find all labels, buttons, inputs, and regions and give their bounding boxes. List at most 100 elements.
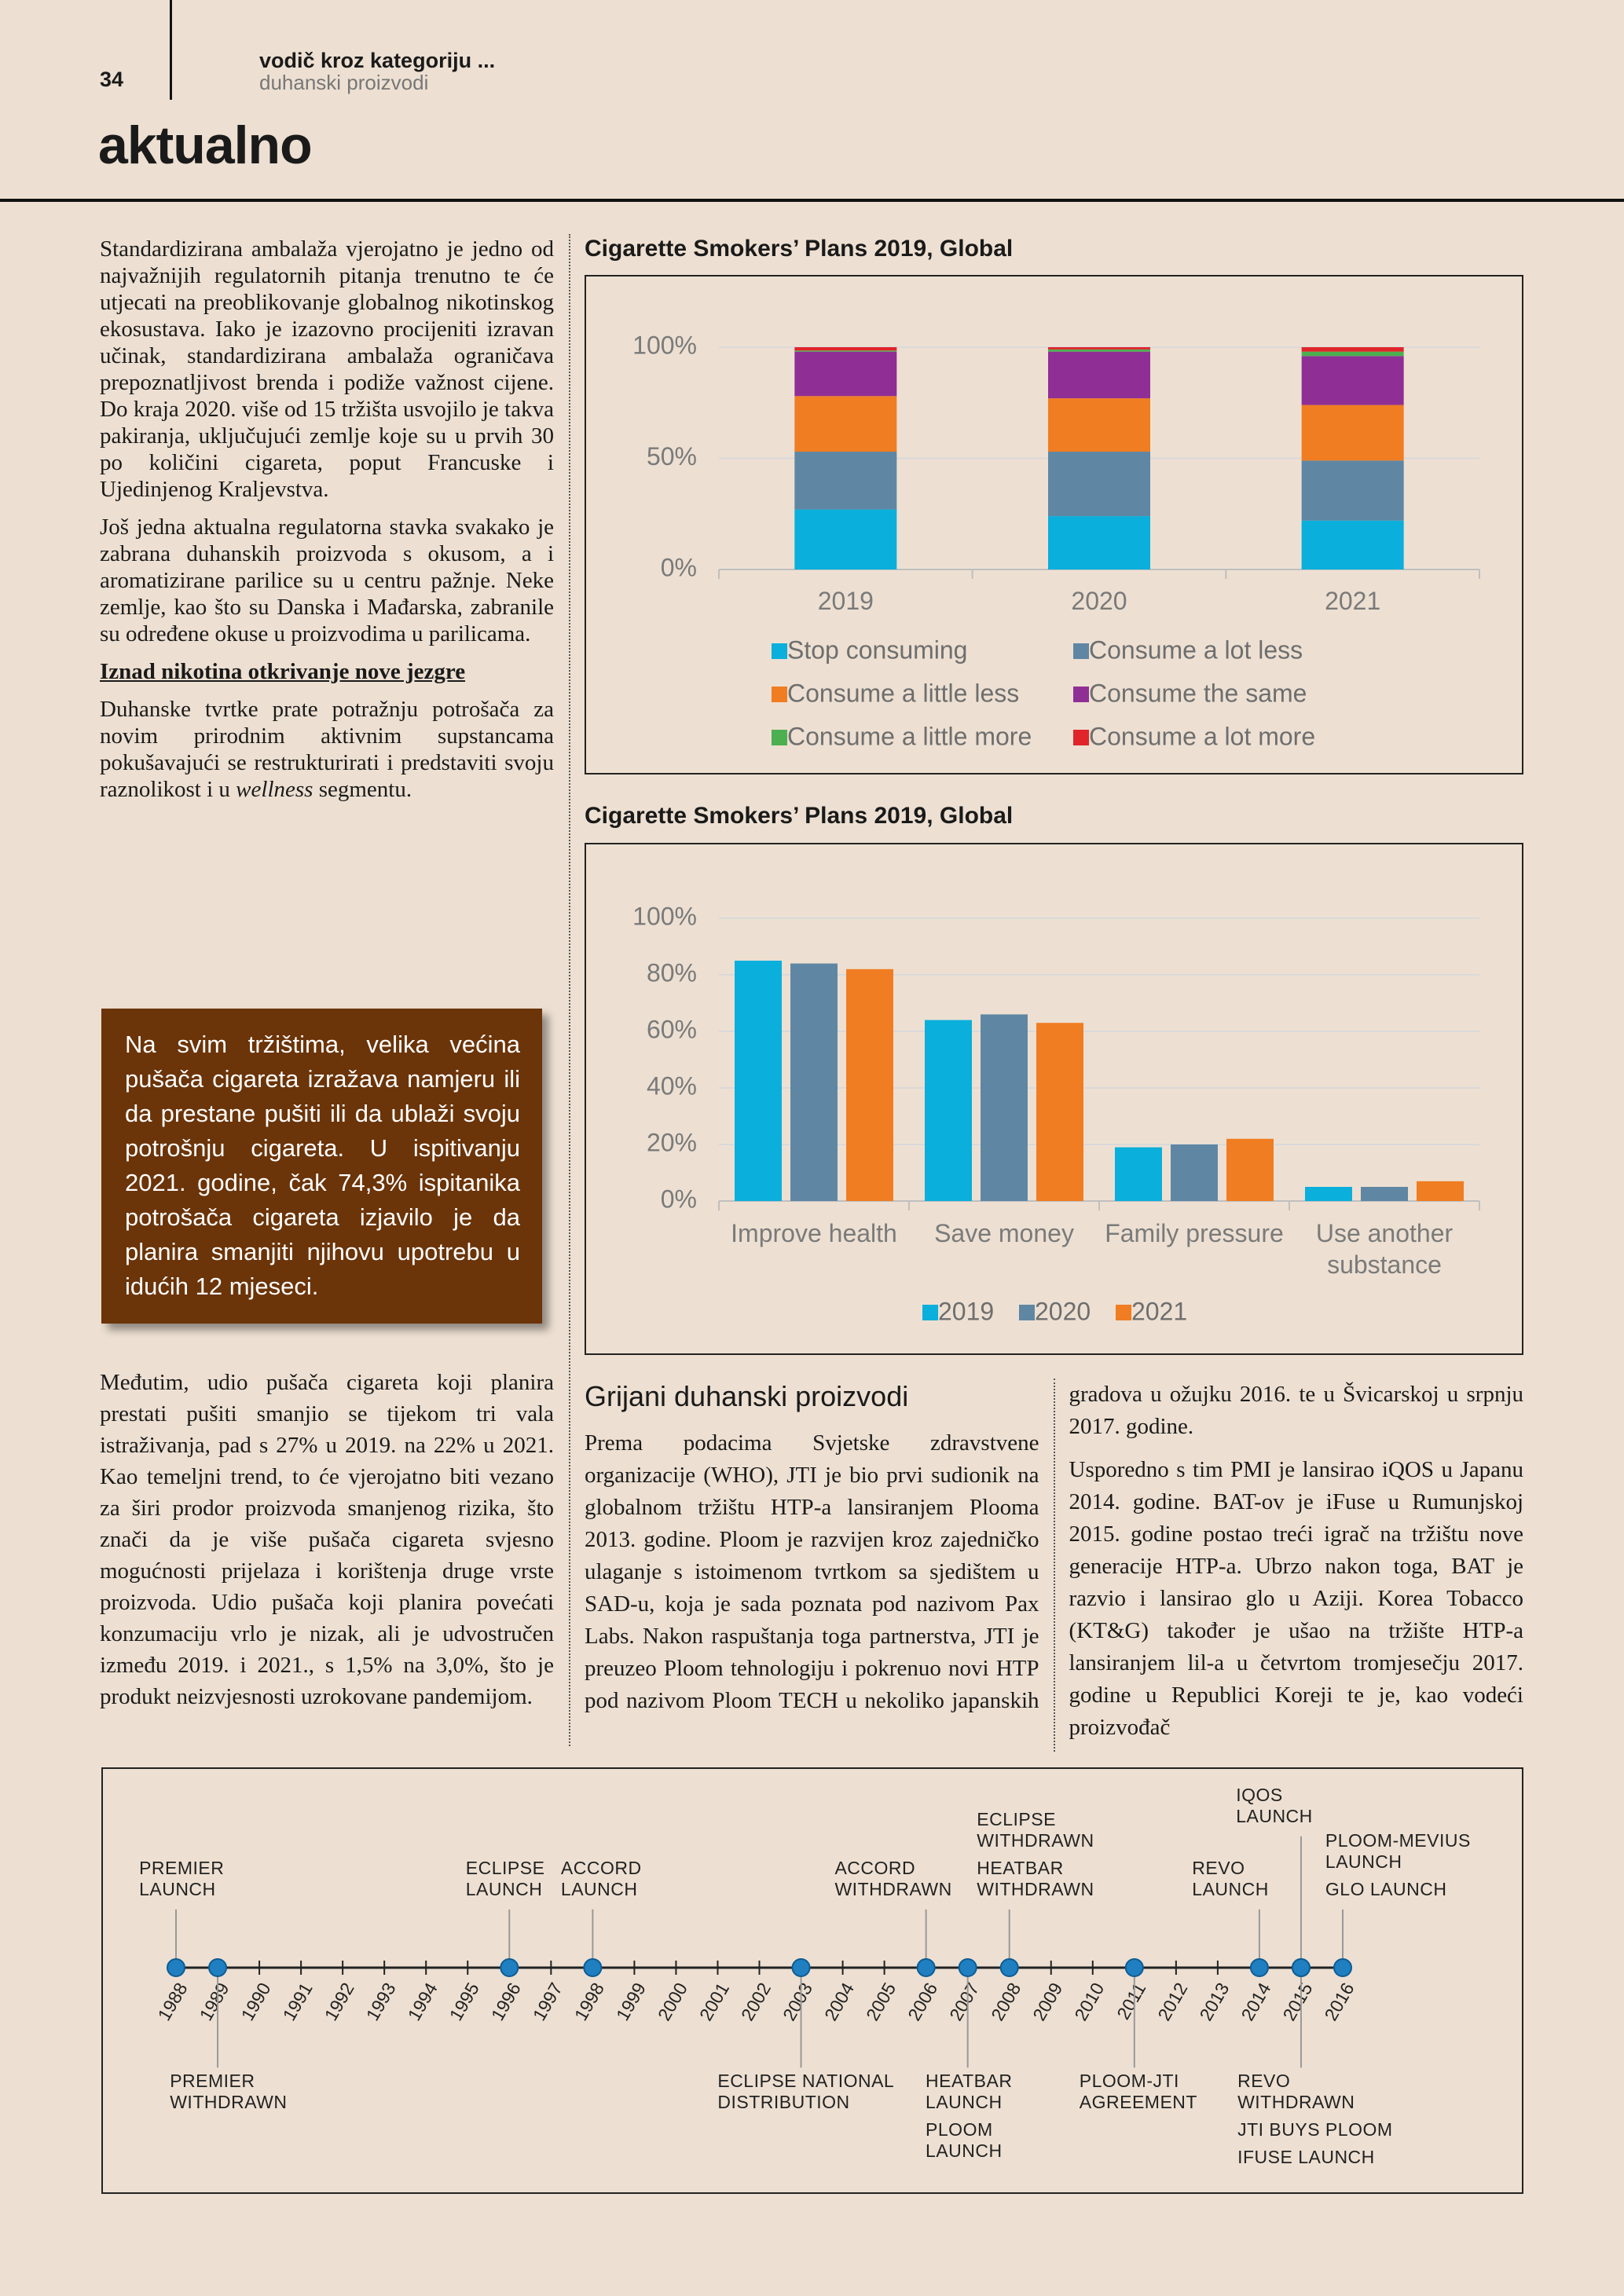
- text: segmentu.: [318, 777, 412, 802]
- y-tick-label: 40%: [647, 1071, 697, 1100]
- paragraph: Međutim, udio pušača cigareta koji plani…: [100, 1370, 554, 1709]
- bar: [1226, 1138, 1274, 1201]
- event-label: ACCORD LAUNCH: [560, 1857, 642, 1899]
- bar-segment: [794, 452, 897, 510]
- year-label: 1993: [362, 1979, 400, 2024]
- header-rule: [0, 199, 1624, 202]
- bar-segment: [1048, 349, 1150, 352]
- chart-title: Cigarette Smokers’ Plans 2019, Global: [585, 236, 1014, 262]
- x-tick-label: 2020: [1071, 587, 1127, 615]
- x-tick-label-box: 2019: [817, 587, 874, 615]
- event-label: ECLIPSE WITHDRAWN: [977, 1808, 1094, 1851]
- event-label: PLOOM-MEVIUS LAUNCH: [1325, 1829, 1471, 1872]
- x-tick-label: 2019: [817, 587, 874, 615]
- bar-segment: [1301, 460, 1404, 521]
- year-label: 2013: [1195, 1979, 1233, 2024]
- year-label: 2015: [1278, 1979, 1316, 2024]
- text: Duhanske tvrtke prate potražnju potrošač…: [100, 697, 554, 802]
- legend-swatch: [772, 687, 787, 702]
- subsection-title: duhanski proizvodi: [259, 71, 429, 94]
- event-group: PREMIER LAUNCH: [139, 1851, 224, 1906]
- legend-label: Consume a lot more: [1089, 722, 1315, 750]
- x-tick-label-box: Family pressure: [1105, 1219, 1284, 1247]
- legend-label: Consume a little less: [787, 679, 1019, 707]
- legend-label: Consume a lot less: [1089, 635, 1303, 664]
- year-label: 1989: [196, 1979, 233, 2024]
- year-label: 2009: [1028, 1979, 1066, 2024]
- event-group: PLOOM-JTI AGREEMENT: [1080, 2064, 1197, 2119]
- x-tick-label: Improve health: [731, 1219, 897, 1247]
- x-tick-label-box: Improve health: [731, 1219, 897, 1247]
- bar: [981, 1014, 1028, 1201]
- x-tick-label-box: Use another substance: [1316, 1219, 1453, 1279]
- event-group: IQOS LAUNCH: [1236, 1778, 1313, 1833]
- y-tick-label: 80%: [647, 958, 697, 987]
- year-label: 2003: [779, 1979, 816, 2024]
- event-group: PREMIER WITHDRAWN: [170, 2064, 287, 2119]
- event-group: PLOOM-MEVIUS LAUNCH GLO LAUNCH: [1325, 1824, 1471, 1906]
- event-dot: [1249, 1958, 1269, 1977]
- bar-segment: [794, 347, 897, 351]
- event-dot: [999, 1958, 1019, 1977]
- year-label: 1997: [529, 1979, 566, 2024]
- legend-swatch: [772, 730, 787, 745]
- event-group: ECLIPSE LAUNCH: [466, 1851, 545, 1906]
- x-tick-label-box: Save money: [934, 1219, 1074, 1247]
- bar: [925, 1020, 972, 1201]
- legend-label: 2020: [1035, 1297, 1091, 1325]
- bar-segment: [794, 351, 897, 397]
- y-tick-label: 60%: [647, 1015, 697, 1043]
- year-label: 2004: [820, 1979, 858, 2023]
- event-dot: [1333, 1958, 1352, 1977]
- year-label: 1998: [570, 1979, 608, 2024]
- legend-swatch: [1073, 730, 1089, 745]
- page-title: aktualno: [98, 115, 313, 175]
- chart-frame: [585, 843, 1523, 1355]
- legend-label: 2021: [1131, 1297, 1187, 1325]
- bar-segment: [1301, 356, 1404, 405]
- event-label: JTI BUYS PLOOM: [1237, 2119, 1393, 2140]
- year-label: 1995: [445, 1979, 483, 2024]
- event-dot: [500, 1958, 519, 1977]
- year-label: 2006: [904, 1979, 941, 2024]
- year-label: 2011: [1113, 1979, 1149, 2023]
- paragraph: Usporedno s tim PMI je lansirao iQOS u J…: [1069, 1457, 1524, 1740]
- event-group: ACCORD WITHDRAWN: [834, 1851, 951, 1906]
- y-tick-label: 0%: [661, 1185, 697, 1213]
- legend-swatch: [1116, 1305, 1131, 1320]
- event-label: IFUSE LAUNCH: [1237, 2147, 1375, 2168]
- event-label: PLOOM-JTI AGREEMENT: [1079, 2071, 1197, 2113]
- legend-label: Consume a little more: [787, 722, 1032, 750]
- event-dot: [791, 1958, 811, 1977]
- year-label: 1988: [153, 1979, 191, 2024]
- year-label: 2016: [1320, 1979, 1358, 2024]
- event-group: ECLIPSE NATIONAL DISTRIBUTION: [717, 2064, 894, 2119]
- bar-segment: [1048, 351, 1150, 399]
- bar-segment: [794, 396, 897, 452]
- event-label: REVO WITHDRAWN: [1237, 2071, 1355, 2113]
- x-tick-label: Save money: [934, 1219, 1074, 1247]
- year-label: 1992: [321, 1979, 358, 2024]
- year-label: 2000: [654, 1979, 691, 2024]
- x-tick-label-box: 2020: [1071, 587, 1127, 615]
- event-label: HEATBAR LAUNCH: [926, 2071, 1013, 2113]
- year-label: 2008: [987, 1979, 1025, 2024]
- subheading: Iznad nikotina otkrivanje nove jezgre: [100, 659, 466, 684]
- article: Grijani duhanski proizvodi Prema podacim…: [585, 1379, 1523, 1752]
- event-label: PREMIER WITHDRAWN: [170, 2071, 288, 2113]
- x-tick-label: 2021: [1325, 587, 1381, 615]
- year-label: 1990: [237, 1979, 275, 2024]
- event-group: REVO LAUNCH: [1192, 1851, 1269, 1906]
- event-label: ACCORD WITHDRAWN: [834, 1857, 952, 1899]
- legend-label: Consume the same: [1089, 679, 1307, 707]
- bar-segment: [1048, 452, 1150, 517]
- paragraph: Standardizirana ambalaža vjerojatno je j…: [100, 236, 554, 502]
- event-dot: [1291, 1958, 1311, 1977]
- y-tick-label: 100%: [632, 902, 697, 930]
- bar: [1171, 1144, 1218, 1201]
- legend-swatch: [1073, 687, 1089, 702]
- year-label: 1991: [279, 1979, 317, 2024]
- bar-segment: [1301, 405, 1404, 461]
- bar: [1417, 1181, 1464, 1201]
